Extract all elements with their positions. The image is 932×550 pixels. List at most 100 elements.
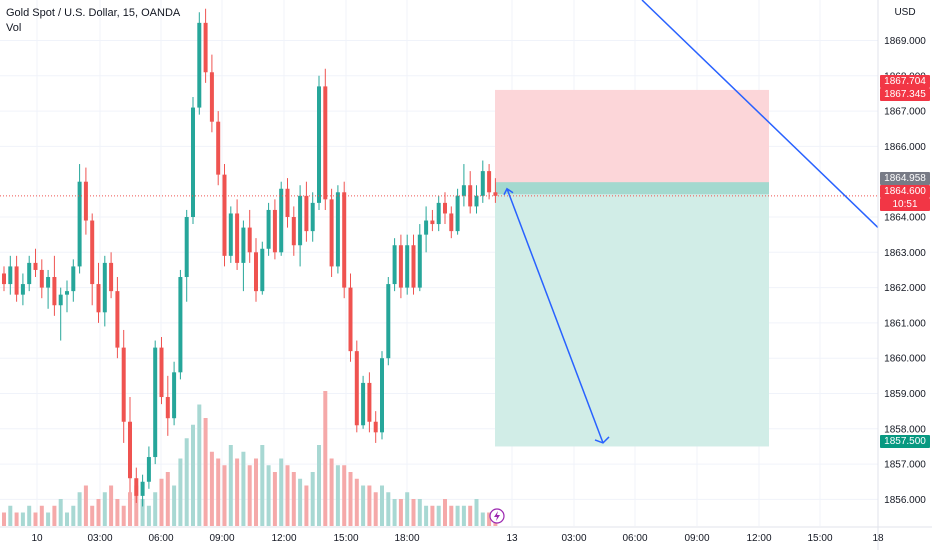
volume-bar bbox=[33, 512, 38, 526]
candle-body bbox=[411, 245, 416, 288]
volume-bar bbox=[443, 499, 447, 526]
trendline bbox=[641, 0, 879, 229]
volume-bar bbox=[405, 492, 410, 526]
take-profit-label[interactable]: 1857.500 bbox=[880, 435, 930, 448]
projection-arrow bbox=[506, 188, 604, 444]
volume-bar bbox=[14, 512, 19, 526]
volume-bar bbox=[304, 485, 309, 526]
volume-bar bbox=[178, 458, 183, 526]
volume-indicator-label[interactable]: Vol bbox=[6, 22, 22, 34]
volume-bar bbox=[46, 512, 51, 526]
candle-body bbox=[228, 213, 233, 256]
volume-bar bbox=[361, 485, 366, 526]
candle-body bbox=[298, 195, 303, 246]
stop-loss-label[interactable]: 1867.345 bbox=[880, 88, 930, 101]
replay-lightning-icon[interactable] bbox=[489, 508, 505, 524]
candle-body bbox=[83, 181, 88, 221]
volume-bar bbox=[77, 492, 82, 526]
volume-bar bbox=[52, 505, 57, 526]
volume-bar bbox=[323, 391, 328, 526]
y-tick-label: 1857.000 bbox=[884, 460, 926, 471]
y-tick-label: 1867.000 bbox=[884, 107, 926, 118]
current-price-label[interactable]: 1864.600 bbox=[880, 185, 930, 198]
entry-price-label[interactable]: 1864.958 bbox=[880, 172, 930, 185]
volume-bar bbox=[317, 445, 321, 526]
candle-body bbox=[71, 266, 76, 292]
volume-bar bbox=[392, 499, 397, 526]
upper-zone-label[interactable]: 1867.704 bbox=[880, 75, 930, 88]
volume-bar bbox=[424, 505, 429, 526]
volume-bar bbox=[235, 458, 240, 526]
volume-bar bbox=[430, 505, 435, 526]
volume-bar bbox=[153, 492, 158, 526]
candle-body bbox=[335, 192, 340, 267]
candle-body bbox=[323, 86, 328, 200]
volume-bar bbox=[27, 505, 32, 526]
x-tick-label: 13 bbox=[506, 533, 518, 544]
x-tick-label: 15:00 bbox=[807, 533, 832, 544]
volume-bar bbox=[468, 505, 473, 526]
candle-body bbox=[65, 291, 69, 295]
candle-body bbox=[33, 262, 38, 270]
candle-body bbox=[310, 202, 315, 232]
volume-bar bbox=[455, 505, 460, 526]
x-tick-label: 06:00 bbox=[148, 533, 173, 544]
candle-body bbox=[121, 347, 126, 422]
y-tick-label: 1864.000 bbox=[884, 213, 926, 224]
volume-bar bbox=[449, 505, 454, 526]
candle-body bbox=[272, 209, 277, 253]
candle-body bbox=[417, 234, 422, 288]
candle-body bbox=[128, 421, 132, 479]
candle-body bbox=[178, 277, 183, 373]
volume-bar bbox=[228, 445, 233, 526]
candle-body bbox=[266, 209, 271, 249]
candle-body bbox=[279, 188, 284, 253]
candle-body bbox=[102, 262, 107, 313]
x-tick-label: 03:00 bbox=[561, 533, 586, 544]
volume-bar bbox=[461, 505, 466, 526]
candle-body bbox=[474, 195, 479, 207]
candle-body bbox=[354, 351, 359, 426]
candle-body bbox=[443, 202, 447, 214]
volume-bar bbox=[140, 499, 145, 526]
y-tick-label: 1862.000 bbox=[884, 283, 926, 294]
volume-bar bbox=[146, 505, 151, 526]
candle-body bbox=[241, 227, 246, 263]
volume-bar bbox=[128, 492, 132, 526]
volume-bar bbox=[71, 505, 76, 526]
candle-body bbox=[361, 382, 366, 426]
x-tick-label: 15:00 bbox=[333, 533, 358, 544]
volume-bar bbox=[417, 499, 422, 526]
candle-body bbox=[191, 107, 195, 217]
symbol-title[interactable]: Gold Spot / U.S. Dollar, 15, OANDA bbox=[6, 7, 181, 19]
volume-bar bbox=[474, 499, 479, 526]
x-tick-label: 12:00 bbox=[746, 533, 771, 544]
projection-arrow-head bbox=[594, 436, 610, 444]
volume-bar bbox=[411, 499, 416, 526]
candle-body bbox=[77, 181, 82, 267]
bar-countdown-label[interactable]: 10:51 bbox=[880, 198, 930, 211]
x-tick-label: 03:00 bbox=[87, 533, 112, 544]
candle-body bbox=[329, 199, 334, 267]
volume-bar bbox=[216, 458, 221, 526]
volume-bar bbox=[165, 472, 170, 526]
candle-body bbox=[165, 397, 170, 419]
candle-body bbox=[342, 192, 347, 288]
time-axis[interactable]: 10 03:00 06:00 09:00 12:00 15:00 18:00 13 03:00 0… bbox=[0, 526, 932, 544]
candle-body bbox=[392, 245, 397, 285]
candle-body bbox=[449, 213, 454, 232]
volume-bar bbox=[83, 485, 88, 526]
candle-body bbox=[2, 273, 6, 285]
stop-loss-zone bbox=[495, 89, 769, 184]
y-tick-label: 1863.000 bbox=[884, 248, 926, 259]
volume-bar bbox=[96, 499, 101, 526]
volume-bar bbox=[203, 418, 208, 526]
candle-body bbox=[430, 220, 435, 225]
volume-bar bbox=[310, 472, 315, 526]
candle-body bbox=[436, 202, 441, 225]
take-profit-zone bbox=[495, 183, 769, 447]
x-tick-label: 09:00 bbox=[684, 533, 709, 544]
candle-body bbox=[20, 284, 25, 295]
y-tick-label: 1858.000 bbox=[884, 424, 926, 435]
